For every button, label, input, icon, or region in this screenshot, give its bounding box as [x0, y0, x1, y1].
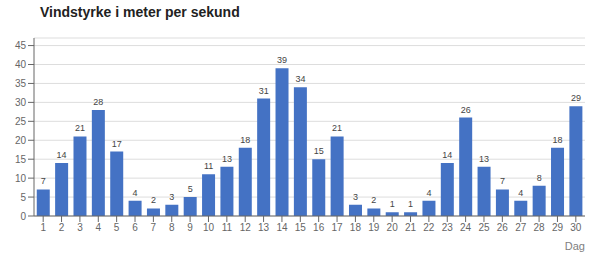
svg-text:2: 2 [371, 195, 376, 205]
svg-text:10: 10 [15, 173, 27, 184]
svg-text:13: 13 [479, 154, 489, 164]
svg-text:12: 12 [240, 222, 252, 233]
svg-text:3: 3 [77, 222, 83, 233]
svg-text:22: 22 [423, 222, 435, 233]
svg-text:20: 20 [387, 222, 399, 233]
svg-text:25: 25 [15, 116, 27, 127]
svg-text:7: 7 [41, 176, 46, 186]
svg-text:1: 1 [390, 199, 395, 209]
svg-text:3: 3 [169, 192, 174, 202]
svg-text:26: 26 [497, 222, 509, 233]
svg-text:17: 17 [112, 139, 122, 149]
svg-text:4: 4 [426, 188, 431, 198]
svg-text:5: 5 [20, 192, 26, 203]
svg-text:34: 34 [295, 74, 305, 84]
svg-text:2: 2 [151, 195, 156, 205]
svg-text:14: 14 [57, 150, 67, 160]
svg-text:21: 21 [332, 123, 342, 133]
svg-text:2: 2 [59, 222, 65, 233]
svg-text:8: 8 [169, 222, 175, 233]
svg-text:28: 28 [93, 97, 103, 107]
svg-text:21: 21 [405, 222, 417, 233]
svg-text:9: 9 [187, 222, 193, 233]
svg-text:6: 6 [132, 222, 138, 233]
svg-text:18: 18 [240, 135, 250, 145]
svg-text:24: 24 [460, 222, 472, 233]
svg-text:4: 4 [518, 188, 523, 198]
svg-text:4: 4 [133, 188, 138, 198]
svg-text:27: 27 [515, 222, 527, 233]
svg-text:30: 30 [570, 222, 582, 233]
svg-text:25: 25 [478, 222, 490, 233]
svg-text:19: 19 [368, 222, 380, 233]
svg-text:13: 13 [222, 154, 232, 164]
svg-text:29: 29 [571, 93, 581, 103]
svg-text:13: 13 [258, 222, 270, 233]
svg-text:18: 18 [553, 135, 563, 145]
svg-text:11: 11 [222, 222, 233, 233]
svg-text:10: 10 [203, 222, 215, 233]
svg-text:3: 3 [353, 192, 358, 202]
svg-text:40: 40 [15, 59, 27, 70]
svg-text:18: 18 [350, 222, 362, 233]
svg-text:20: 20 [15, 135, 27, 146]
svg-text:39: 39 [277, 55, 287, 65]
svg-text:8: 8 [537, 173, 542, 183]
svg-text:23: 23 [442, 222, 454, 233]
svg-text:15: 15 [314, 146, 324, 156]
svg-text:31: 31 [259, 86, 269, 96]
svg-text:45: 45 [15, 40, 27, 51]
svg-text:14: 14 [276, 222, 288, 233]
html-text:Vindstyrke i meter per sekund: Vindstyrke i meter per sekund [40, 4, 240, 20]
svg-text:26: 26 [461, 105, 471, 115]
svg-text:30: 30 [15, 97, 27, 108]
svg-text:15: 15 [15, 154, 27, 165]
svg-text:35: 35 [15, 78, 27, 89]
svg-text:1: 1 [40, 222, 46, 233]
svg-text:15: 15 [295, 222, 307, 233]
svg-text:29: 29 [552, 222, 564, 233]
svg-text:21: 21 [75, 123, 85, 133]
svg-text:0: 0 [20, 211, 26, 222]
svg-text:5: 5 [114, 222, 120, 233]
svg-text:7: 7 [151, 222, 157, 233]
svg-text:7: 7 [500, 176, 505, 186]
svg-text:17: 17 [331, 222, 343, 233]
svg-text:11: 11 [204, 161, 213, 171]
svg-text:Dag: Dag [565, 240, 585, 252]
svg-text:4: 4 [96, 222, 102, 233]
svg-text:14: 14 [442, 150, 452, 160]
svg-text:16: 16 [313, 222, 325, 233]
svg-text:5: 5 [188, 184, 193, 194]
svg-text:28: 28 [534, 222, 546, 233]
svg-text:1: 1 [408, 199, 413, 209]
